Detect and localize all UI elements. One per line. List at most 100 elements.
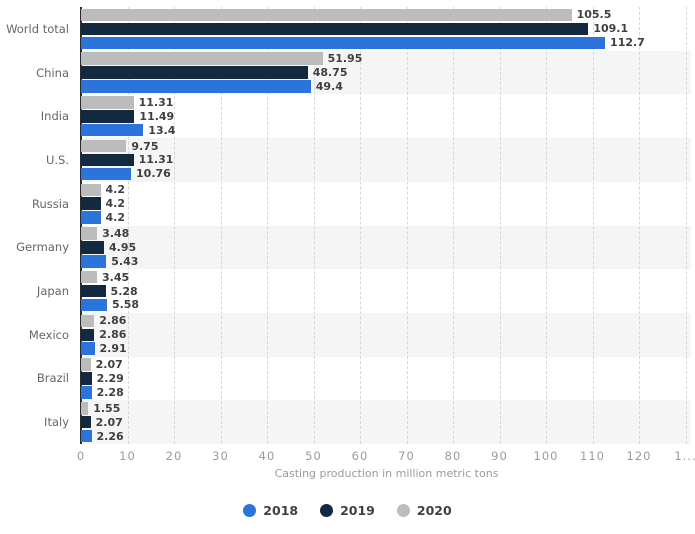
category-label: Japan [36, 284, 69, 299]
bar-2018[interactable] [81, 298, 107, 312]
x-axis-label: Casting production in million metric ton… [274, 467, 499, 480]
bar-2018[interactable] [81, 386, 92, 399]
bar-2019[interactable] [81, 110, 135, 123]
value-label: 1.55 [93, 401, 121, 415]
x-tick-label: 0 [76, 449, 86, 463]
x-tick-label: 100 [533, 449, 559, 463]
value-label: 2.28 [96, 385, 124, 399]
gridline [592, 7, 594, 444]
bar-2019[interactable] [81, 328, 95, 342]
value-label: 3.45 [102, 270, 130, 284]
value-label: 48.75 [312, 66, 348, 80]
value-label: 2.29 [96, 371, 124, 385]
category-label: India [40, 109, 69, 124]
gridline [360, 7, 361, 444]
bar-2018[interactable] [81, 36, 606, 50]
bar-2019[interactable] [81, 153, 134, 167]
bar-group-row: 11.31 [81, 153, 173, 167]
bar-2020[interactable] [81, 270, 98, 284]
bar-2019[interactable] [81, 66, 308, 79]
bar-group-row: 2.86 [81, 314, 127, 328]
gridline [685, 7, 687, 444]
gridline [220, 7, 222, 444]
bar-2018[interactable] [81, 429, 92, 443]
x-tick-label: 70 [398, 449, 415, 463]
bar-group-row: 5.58 [81, 298, 139, 312]
category-label: World total [6, 21, 69, 36]
legend-item-2019[interactable]: 2019 [320, 503, 375, 518]
value-label: 4.2 [105, 197, 126, 211]
bar-2020[interactable] [81, 52, 323, 65]
x-tick-label: 1... [674, 449, 695, 463]
bar-group-row: 11.31 [81, 96, 173, 109]
bar-2019[interactable] [81, 22, 589, 36]
bar-2018[interactable] [81, 255, 107, 268]
category-label: China [36, 65, 69, 80]
bar-group-row: 48.75 [81, 66, 347, 79]
value-label: 4.95 [109, 240, 137, 254]
bar-group-row: 3.48 [81, 227, 129, 240]
bar-2019[interactable] [81, 197, 101, 210]
bar-group-row: 2.07 [81, 416, 123, 429]
value-label: 51.95 [327, 52, 363, 66]
bar-group-row: 13.4 [81, 124, 175, 137]
bar-2020[interactable] [81, 183, 101, 197]
row-band [81, 225, 691, 270]
x-tick-label: 90 [491, 449, 508, 463]
gridline [174, 7, 175, 444]
value-label: 2.91 [99, 342, 127, 356]
x-tick-label: 40 [258, 449, 276, 463]
value-label: 4.2 [105, 183, 126, 197]
bar-group-row: 2.07 [81, 358, 123, 371]
bar-2020[interactable] [81, 402, 89, 415]
x-tick-label: 110 [580, 449, 605, 463]
bar-group-row: 2.91 [81, 342, 127, 355]
bar-group-row: 2.26 [81, 430, 124, 443]
bar-group-row: 2.28 [81, 386, 124, 399]
value-label: 9.75 [131, 139, 159, 153]
row-band [81, 312, 691, 357]
category-label: Germany [16, 240, 69, 255]
bar-group-row: 2.29 [81, 372, 124, 385]
value-label: 112.7 [610, 36, 645, 50]
category-label: Mexico [28, 327, 69, 342]
value-label: 2.86 [99, 314, 127, 328]
row-band [81, 400, 691, 444]
bar-2020[interactable] [81, 139, 127, 153]
category-label: U.S. [45, 152, 69, 167]
bar-2019[interactable] [81, 372, 92, 385]
bar-group-row: 5.43 [81, 255, 138, 268]
bar-group-row: 10.76 [81, 167, 171, 181]
x-tick-label: 50 [305, 449, 322, 463]
bar-2018[interactable] [81, 342, 95, 355]
legend-label: 2019 [340, 503, 375, 518]
bar-2018[interactable] [81, 167, 132, 181]
legend-item-2020[interactable]: 2020 [396, 503, 452, 518]
bar-2020[interactable] [81, 358, 91, 371]
value-label: 2.07 [95, 358, 123, 372]
bar-2020[interactable] [81, 8, 572, 22]
bar-2019[interactable] [81, 415, 91, 429]
bar-2020[interactable] [81, 314, 95, 328]
x-tick-label: 60 [351, 449, 369, 463]
x-tick-label: 120 [626, 449, 652, 463]
bar-2018[interactable] [81, 211, 101, 224]
value-label: 11.31 [138, 95, 174, 109]
bar-2018[interactable] [81, 80, 311, 93]
bar-group-row: 4.2 [81, 183, 126, 197]
legend-label: 2018 [263, 503, 299, 518]
gridline [127, 7, 129, 444]
category-label: Russia [32, 196, 69, 211]
value-label: 109.1 [593, 22, 629, 36]
bar-2020[interactable] [81, 227, 98, 240]
gridline [639, 7, 640, 444]
gridline [499, 7, 501, 444]
bar-group-row: 2.86 [81, 328, 126, 342]
bar-2019[interactable] [81, 284, 106, 298]
bar-2019[interactable] [81, 241, 105, 254]
bar-2020[interactable] [81, 96, 134, 109]
bar-2018[interactable] [81, 123, 144, 137]
value-label: 2.26 [96, 429, 124, 443]
legend-item-2018[interactable]: 2018 [243, 503, 298, 518]
